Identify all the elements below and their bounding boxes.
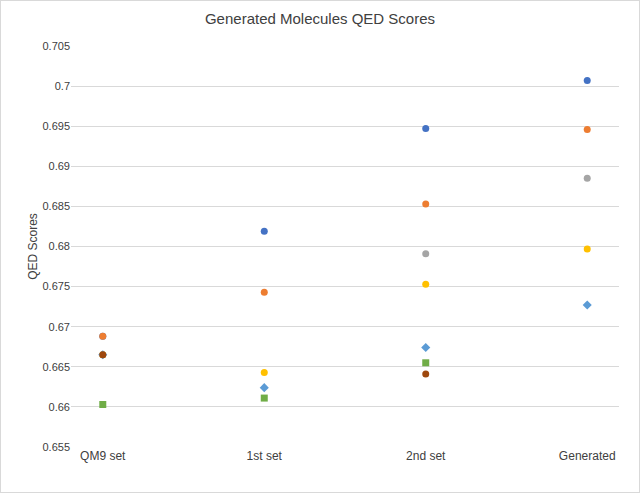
svg-text:Generated: Generated [559,449,616,463]
svg-text:0.655: 0.655 [42,441,70,453]
svg-text:0.7: 0.7 [55,80,70,92]
svg-text:Generated Molecules QED Scores: Generated Molecules QED Scores [205,10,435,27]
svg-text:0.695: 0.695 [42,120,70,132]
svg-text:0.69: 0.69 [49,160,70,172]
svg-text:0.67: 0.67 [49,321,70,333]
svg-text:1st set: 1st set [247,449,283,463]
svg-text:0.675: 0.675 [42,280,70,292]
svg-text:QM9 set: QM9 set [80,449,126,463]
svg-text:0.705: 0.705 [42,40,70,52]
svg-text:0.665: 0.665 [42,361,70,373]
svg-text:0.685: 0.685 [42,200,70,212]
svg-text:0.68: 0.68 [49,240,70,252]
svg-text:0.66: 0.66 [49,401,70,413]
svg-text:QED Scores: QED Scores [26,213,40,280]
svg-text:2nd set: 2nd set [406,449,446,463]
